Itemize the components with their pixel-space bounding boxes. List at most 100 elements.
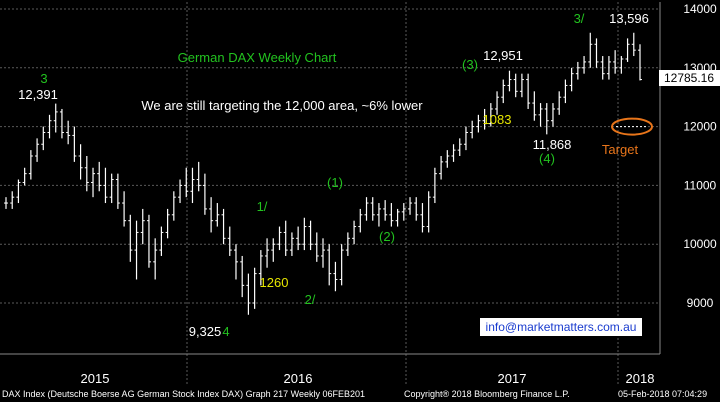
ohlc-bar (122, 191, 127, 227)
ohlc-bar (66, 120, 71, 145)
ohlc-bar (600, 56, 605, 80)
ohlc-bar (221, 208, 226, 245)
target-label: Target (602, 142, 639, 157)
ohlc-bar (488, 103, 493, 127)
wave-label-1-slash: 1/ (257, 199, 268, 214)
ohlc-bar (22, 167, 27, 186)
ohlc-bar (302, 217, 307, 251)
ohlc-bar (178, 179, 183, 204)
count-label-1083: 1083 (483, 112, 512, 127)
ohlc-bar (209, 197, 214, 233)
ohlc-bar (339, 244, 344, 286)
y-tick-label: 12000 (683, 120, 717, 134)
ohlc-bar (84, 156, 89, 192)
ohlc-bar (171, 191, 176, 221)
ohlc-bar (526, 73, 531, 109)
annotations: 3 12,391 1/ (1) (2) 1260 2/ 9,325 4 (3) … (18, 11, 649, 339)
ohlc-bar (321, 238, 325, 268)
ohlc-bar (619, 56, 624, 74)
ohlc-bar (588, 32, 593, 68)
ohlc-bar (184, 167, 189, 198)
ohlc-bar (109, 173, 114, 204)
price-label-11868: 11,868 (533, 137, 572, 152)
y-tick-label: 11000 (684, 178, 717, 192)
ohlc-bar (445, 150, 450, 168)
ohlc-bar (72, 126, 77, 162)
ohlc-bar (240, 255, 245, 298)
ohlc-bar (519, 73, 524, 98)
ohlc-bar (544, 103, 549, 135)
wave-label-paren-4: (4) (539, 151, 555, 166)
ohlc-bar (283, 220, 288, 256)
ohlc-bar (426, 191, 431, 233)
ohlc-bar (507, 70, 512, 92)
ohlc-bar (532, 91, 537, 121)
ohlc-bar (265, 238, 270, 268)
footer-timestamp: 05-Feb-2018 07:04:29 (618, 389, 708, 399)
last-price-label: 12785.16 (664, 71, 714, 85)
x-tick-label: 2017 (498, 371, 527, 386)
ohlc-bar (165, 208, 170, 239)
ohlc-bar (495, 91, 500, 115)
ohlc-bar (395, 208, 400, 227)
ohlc-bar (582, 56, 587, 74)
ohlc-bar (594, 38, 599, 68)
ohlc-bar (575, 61, 580, 80)
ohlc-bar (128, 214, 133, 262)
wave-label-paren-2: (2) (379, 229, 395, 244)
ohlc-bar (233, 244, 238, 280)
ohlc-bar (638, 44, 642, 81)
ohlc-bar (146, 214, 151, 268)
ohlc-bar (538, 103, 543, 127)
ohlc-bar (569, 67, 574, 92)
ohlc-bar (383, 200, 388, 221)
ohlc-bar (370, 197, 375, 221)
wave-label-paren-3: (3) (462, 57, 478, 72)
ohlc-bar (408, 197, 413, 215)
ohlc-bar (196, 161, 201, 192)
ohlc-bar (277, 226, 282, 251)
ohlc-bar (470, 120, 475, 139)
wave-label-3: 3 (40, 71, 47, 86)
ohlc-bar (333, 261, 338, 292)
ohlc-bar (246, 273, 251, 315)
ohlc-bar (613, 50, 618, 74)
ohlc-bar (153, 238, 158, 280)
ohlc-bar (59, 108, 64, 139)
target-marker (611, 117, 653, 136)
ohlc-bar (625, 38, 630, 62)
ohlc-bar (47, 114, 52, 139)
wave-label-3-slash: 3/ (574, 11, 585, 26)
ohlc-bar (227, 226, 232, 256)
ohlc-bar (401, 203, 406, 221)
price-label-12951: 12,951 (483, 48, 523, 63)
price-label-9325: 9,325 (189, 324, 222, 339)
ohlc-bar (78, 144, 83, 180)
ohlc-bar (439, 156, 444, 180)
ohlc-bar (463, 126, 468, 151)
ohlc-bar (271, 238, 276, 262)
ohlc-bar (501, 79, 506, 104)
ohlc-bar (103, 167, 108, 204)
ohlc-bar (389, 203, 394, 227)
ohlc-bar (134, 220, 139, 280)
ohlc-bar (327, 244, 332, 286)
ohlc-bar (41, 126, 46, 151)
ohlc-bar (376, 203, 381, 227)
ohlc-bar (159, 226, 164, 256)
ohlc-bar (476, 114, 481, 133)
footer-copyright: Copyright® 2018 Bloomberg Finance L.P. (404, 389, 570, 399)
ohlc-bar (289, 232, 294, 256)
ohlc-bar (457, 138, 462, 156)
x-tick-label: 2015 (81, 371, 110, 386)
ohlc-bar (258, 250, 263, 286)
ohlc-bar (345, 232, 350, 256)
x-tick-label: 2016 (284, 371, 313, 386)
last-price-tag: 12785.16 (659, 70, 720, 86)
target-ellipse (611, 117, 653, 136)
footer-bar: DAX Index (Deutsche Boerse AG German Sto… (0, 387, 720, 402)
ohlc-bar (308, 220, 313, 251)
ohlc-bar (97, 161, 102, 192)
ohlc-bar (420, 203, 425, 233)
